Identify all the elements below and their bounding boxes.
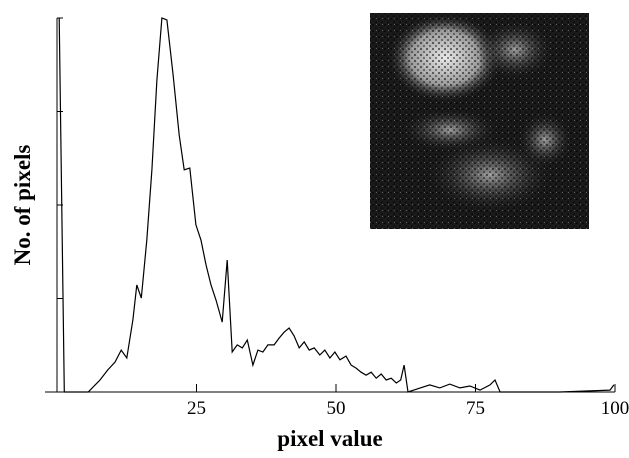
x-axis-title: pixel value xyxy=(277,426,382,451)
inset-image xyxy=(370,13,589,229)
x-tick-label: 75 xyxy=(466,398,485,419)
x-tick-label: 25 xyxy=(187,398,206,419)
x-tick-label: 100 xyxy=(601,398,629,419)
histogram-line xyxy=(58,17,615,393)
y-axis-title: No. of pixels xyxy=(10,145,35,266)
x-tick-label: 50 xyxy=(327,398,346,419)
